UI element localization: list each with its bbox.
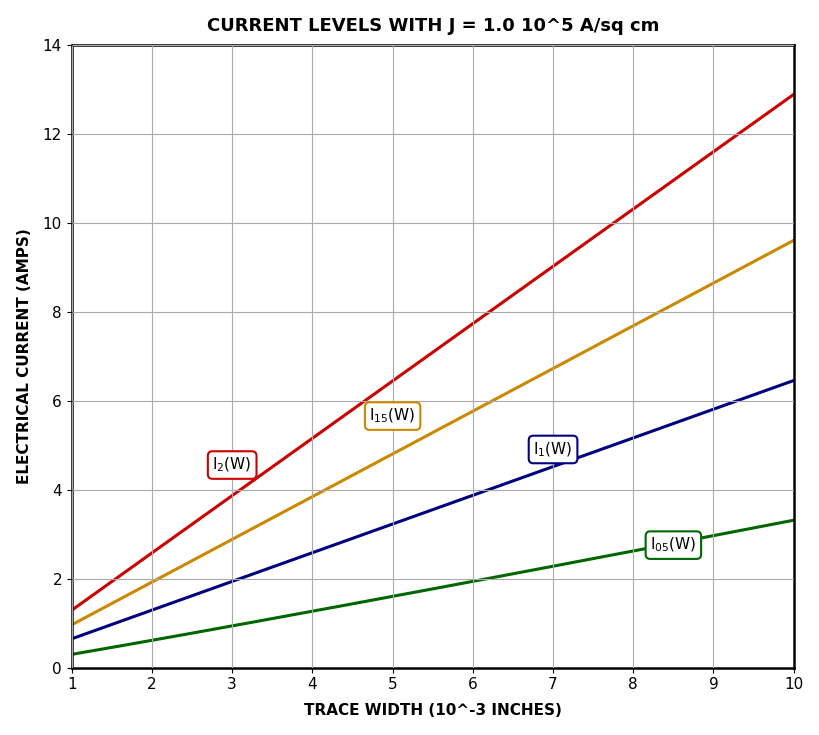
Text: I$_2$(W): I$_2$(W) — [212, 456, 251, 474]
Text: I$_{15}$(W): I$_{15}$(W) — [369, 407, 415, 426]
Text: I$_{05}$(W): I$_{05}$(W) — [649, 536, 695, 554]
X-axis label: TRACE WIDTH (10^-3 INCHES): TRACE WIDTH (10^-3 INCHES) — [303, 703, 561, 718]
Y-axis label: ELECTRICAL CURRENT (AMPS): ELECTRICAL CURRENT (AMPS) — [16, 228, 32, 484]
Title: CURRENT LEVELS WITH J = 1.0 10^5 A/sq cm: CURRENT LEVELS WITH J = 1.0 10^5 A/sq cm — [206, 17, 658, 35]
Text: I$_1$(W): I$_1$(W) — [532, 440, 572, 459]
